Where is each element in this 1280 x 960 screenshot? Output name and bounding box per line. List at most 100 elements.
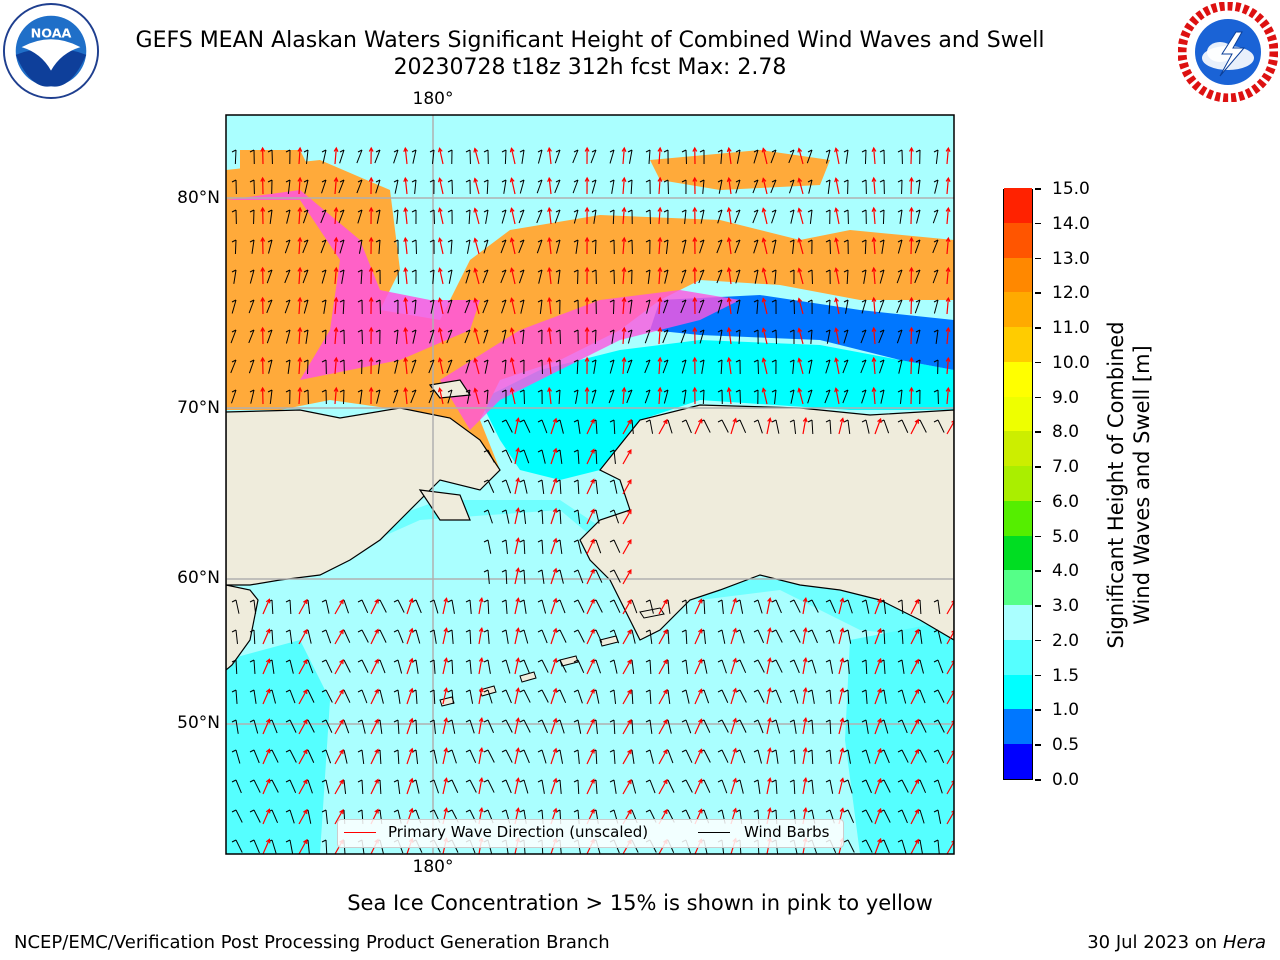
wind-barb-flag — [753, 689, 759, 693]
wave-arrow — [404, 298, 408, 315]
wind-barb — [901, 779, 909, 793]
wave-arrow — [730, 778, 737, 795]
wind-barb — [523, 479, 528, 494]
wave-arrow-head — [303, 658, 308, 664]
wind-barb — [253, 719, 259, 734]
wave-arrow — [298, 177, 301, 195]
wind-barb-flag — [825, 419, 831, 423]
wind-barb — [753, 149, 759, 164]
wind-barb-flag — [861, 179, 867, 183]
wind-barb-flag — [267, 299, 273, 303]
wave-arrow-head — [871, 236, 877, 242]
wind-barb-flag — [267, 269, 273, 273]
wind-barb-flag — [501, 449, 507, 453]
wind-barb — [775, 659, 783, 673]
wind-barb-flag — [465, 209, 471, 213]
legend-wave-swatch — [344, 832, 376, 833]
wind-barb — [717, 299, 723, 314]
wind-barb-flag — [717, 809, 723, 813]
wave-arrow — [874, 688, 882, 705]
wind-barb — [465, 269, 471, 284]
wind-barb-flag — [231, 779, 237, 783]
colorbar-tick — [1035, 779, 1041, 781]
wind-barb — [811, 689, 815, 704]
wave-arrow — [946, 148, 949, 165]
wind-barb — [356, 179, 363, 194]
wind-barb — [451, 599, 455, 614]
wind-barb — [613, 659, 618, 674]
wind-barb — [613, 479, 618, 494]
wind-barb-flag — [843, 599, 849, 603]
wind-barb — [306, 149, 309, 164]
wind-barb-flag — [843, 629, 849, 633]
wind-barb-flag — [645, 209, 651, 213]
wind-barb — [680, 329, 687, 344]
wave-arrow — [728, 358, 732, 375]
wave-arrow-head — [621, 386, 627, 392]
wave-arrow — [730, 748, 737, 765]
footer-machine: Hera — [1222, 932, 1266, 953]
wind-barb-flag — [717, 599, 723, 603]
colorbar-tick — [1035, 327, 1041, 329]
wave-arrow — [442, 718, 448, 735]
wind-barb — [289, 779, 297, 794]
wave-arrow — [586, 569, 595, 585]
wave-arrow-head — [732, 687, 738, 693]
wave-arrow-head — [951, 630, 954, 633]
wave-arrow — [622, 689, 632, 705]
wave-arrow-head — [473, 297, 479, 303]
wave-arrow-head — [515, 507, 521, 513]
wave-arrow — [762, 298, 768, 315]
wind-barb-flag — [609, 209, 615, 213]
wave-arrow-head — [368, 236, 374, 242]
wave-arrow — [798, 148, 804, 165]
wind-barb — [613, 449, 616, 464]
colorbar-segment — [1004, 430, 1032, 467]
wind-barb — [644, 389, 651, 404]
sea-arctic-blue — [650, 295, 954, 370]
wave-arrow-head — [509, 357, 515, 363]
wind-barb-flag — [807, 149, 813, 153]
graticule — [226, 115, 954, 854]
wind-barb — [932, 269, 939, 284]
wind-barb-flag — [861, 239, 867, 243]
wind-barb — [734, 209, 741, 224]
wind-barb — [631, 749, 635, 764]
wave-arrow-head — [473, 147, 479, 153]
wind-barb — [590, 149, 597, 164]
wind-barb — [937, 689, 945, 703]
wind-barb — [235, 629, 238, 644]
wind-barb — [234, 239, 237, 255]
wind-barb — [757, 749, 762, 764]
wind-barb — [878, 329, 885, 344]
wave-arrow — [622, 178, 625, 195]
wind-barb-flag — [771, 749, 777, 753]
wind-barb — [271, 659, 275, 674]
wave-arrow-head — [478, 777, 484, 783]
wave-arrow-head — [509, 237, 515, 243]
wave-arrow — [298, 297, 301, 315]
wind-barb-flag — [843, 779, 849, 783]
wave-arrow — [762, 238, 768, 255]
wind-barb — [613, 749, 616, 764]
wave-arrow — [298, 689, 308, 705]
wind-barb — [608, 389, 615, 404]
wind-barb — [847, 419, 851, 434]
sea-ice-nw — [240, 150, 310, 175]
wind-barb — [935, 329, 939, 344]
wind-barb — [630, 179, 633, 195]
wind-barb-flag — [753, 329, 759, 333]
wave-arrow — [835, 148, 840, 165]
wind-barb — [577, 509, 581, 524]
wind-barb-flag — [411, 389, 417, 393]
wind-barb — [685, 749, 693, 763]
wind-barb-flag — [393, 629, 399, 633]
wave-arrow-head — [877, 687, 882, 694]
wind-barb — [343, 779, 347, 794]
wave-arrow — [550, 568, 557, 585]
wind-barb-flag — [753, 209, 759, 213]
wind-barb — [577, 539, 582, 554]
wave-arrow-head — [877, 627, 882, 634]
wind-barb-flag — [771, 719, 777, 723]
wave-arrow-head — [403, 206, 409, 213]
